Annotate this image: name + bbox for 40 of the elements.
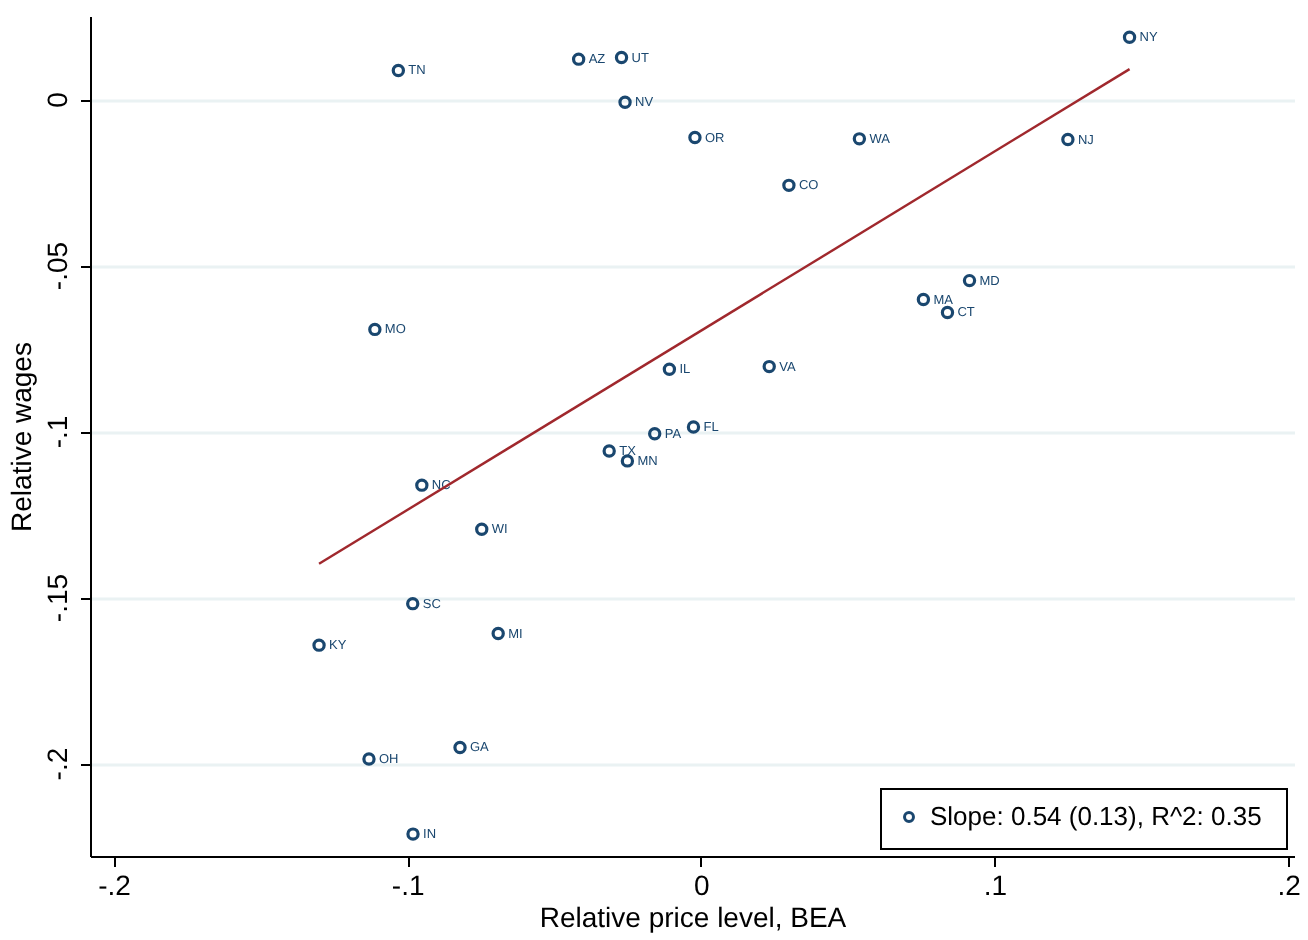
point — [686, 420, 701, 434]
point — [916, 292, 931, 307]
y-tick-label: -.1 — [41, 415, 73, 449]
y-tick-label: -.05 — [41, 241, 73, 291]
point — [940, 305, 955, 320]
x-tick-label: 0 — [694, 869, 711, 901]
point — [1061, 132, 1075, 147]
point — [602, 444, 616, 458]
point — [491, 626, 505, 641]
legend-label: Slope: 0.54 (0.13), R^2: 0.35 — [930, 801, 1262, 831]
point — [391, 63, 406, 78]
x-tick-label: .2 — [1277, 869, 1302, 901]
point — [406, 596, 420, 611]
point — [406, 827, 420, 841]
point — [852, 132, 867, 146]
point — [368, 322, 382, 337]
point — [614, 50, 629, 65]
point — [782, 178, 796, 193]
y-axis-title: Relative wages — [5, 342, 37, 532]
point — [362, 752, 376, 766]
x-tick-label: -.2 — [98, 869, 132, 901]
point — [618, 95, 632, 110]
point — [662, 362, 677, 376]
point — [688, 130, 702, 145]
x-axis-title: Relative price level, BEA — [539, 901, 848, 933]
y-tick-label: 0 — [41, 91, 73, 108]
point — [620, 454, 635, 468]
point — [415, 478, 429, 492]
point — [962, 273, 977, 288]
x-tick-label: .1 — [983, 869, 1008, 901]
point — [312, 638, 326, 652]
x-tick-label: -.1 — [391, 869, 425, 901]
point — [453, 740, 467, 755]
point — [648, 426, 662, 441]
point — [1122, 30, 1137, 44]
point — [762, 359, 776, 374]
point — [571, 52, 586, 66]
y-tick-label: -.15 — [41, 573, 73, 623]
y-tick-label: -.2 — [41, 747, 73, 781]
point — [475, 522, 489, 536]
